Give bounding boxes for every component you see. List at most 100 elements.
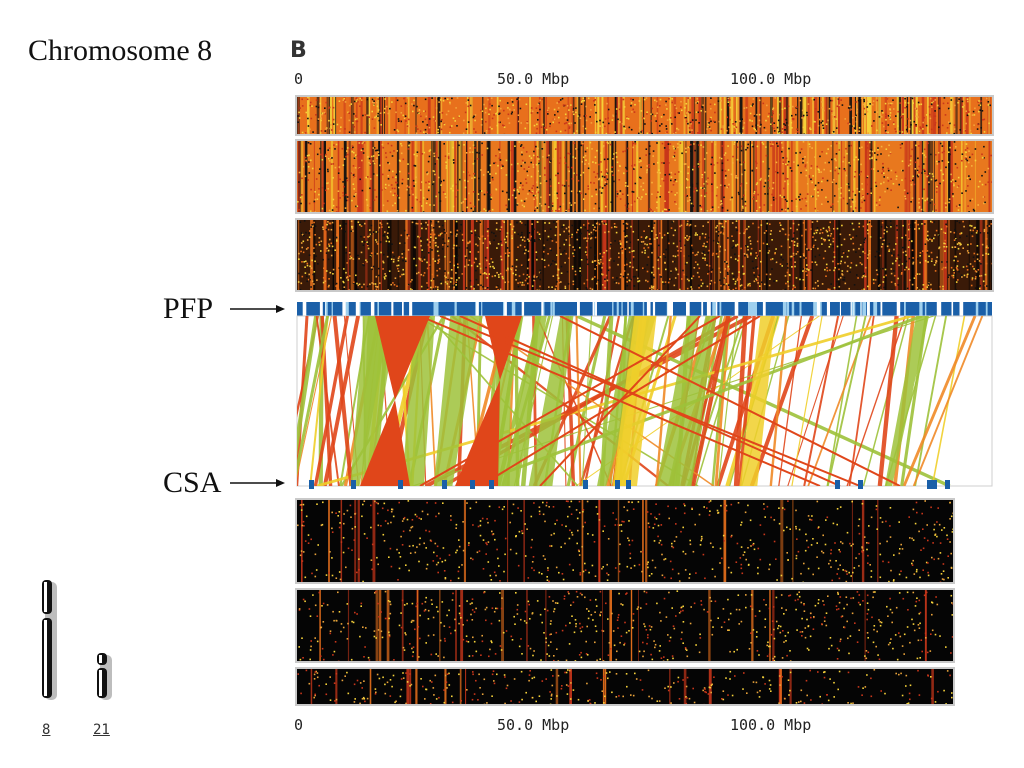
texture-mark xyxy=(933,115,936,117)
texture-mark xyxy=(732,162,734,164)
texture-mark xyxy=(915,161,917,164)
texture-mark xyxy=(970,243,972,245)
texture-mark xyxy=(821,203,823,205)
texture-mark xyxy=(971,165,973,167)
texture-mark xyxy=(521,159,524,162)
texture-mark xyxy=(352,282,355,284)
chromosome-title: Chromosome 8 xyxy=(28,34,213,67)
texture-mark xyxy=(321,187,324,189)
texture-mark xyxy=(739,141,742,212)
texture-mark xyxy=(596,282,598,285)
texture-mark xyxy=(504,316,547,486)
texture-mark xyxy=(784,129,786,131)
texture-mark xyxy=(611,141,614,212)
texture-mark xyxy=(372,160,375,162)
texture-mark xyxy=(427,252,430,254)
texture-mark xyxy=(307,141,310,144)
texture-mark xyxy=(623,270,626,272)
texture-mark xyxy=(630,278,632,281)
texture-mark xyxy=(433,155,436,157)
texture-mark xyxy=(510,268,513,271)
texture-mark xyxy=(917,157,919,160)
texture-mark xyxy=(298,171,301,174)
texture-mark xyxy=(866,175,869,178)
texture-mark xyxy=(677,112,679,114)
texture-mark xyxy=(632,266,634,269)
texture-mark xyxy=(917,258,919,260)
texture-mark xyxy=(393,255,395,258)
texture-mark xyxy=(656,196,658,199)
texture-mark xyxy=(869,154,871,156)
texture-mark xyxy=(880,153,882,155)
texture-mark xyxy=(340,277,342,279)
texture-mark xyxy=(659,185,662,187)
texture-mark xyxy=(407,186,410,188)
texture-mark xyxy=(736,279,739,281)
texture-mark xyxy=(745,97,747,134)
texture-mark xyxy=(521,281,524,284)
texture-mark xyxy=(803,254,805,257)
texture-mark xyxy=(783,123,785,125)
texture-mark xyxy=(337,515,339,517)
texture-mark xyxy=(755,278,757,280)
texture-mark xyxy=(395,111,397,114)
texture-mark xyxy=(489,103,491,105)
texture-mark xyxy=(596,264,598,266)
texture-mark xyxy=(584,163,586,165)
texture-mark xyxy=(705,141,707,212)
texture-mark xyxy=(435,244,437,247)
texture-mark xyxy=(568,208,571,211)
texture-mark xyxy=(455,183,457,186)
texture-mark xyxy=(515,265,518,268)
texture-mark xyxy=(433,302,437,316)
texture-mark xyxy=(325,252,328,254)
texture-mark xyxy=(718,120,721,123)
texture-mark xyxy=(781,146,784,149)
texture-mark xyxy=(441,248,444,250)
texture-mark xyxy=(504,252,507,255)
texture-mark xyxy=(712,211,714,212)
texture-mark xyxy=(971,235,974,238)
texture-mark xyxy=(711,141,713,143)
texture-mark xyxy=(503,133,506,134)
texture-mark xyxy=(693,97,696,134)
texture-mark xyxy=(450,269,453,271)
texture-mark xyxy=(862,103,865,106)
texture-mark xyxy=(503,221,505,223)
texture-mark xyxy=(802,126,805,129)
texture-mark xyxy=(834,267,836,269)
texture-mark xyxy=(351,145,354,147)
texture-mark xyxy=(369,233,372,236)
texture-mark xyxy=(618,103,620,105)
texture-mark xyxy=(843,276,846,279)
texture-mark xyxy=(858,127,861,129)
texture-mark xyxy=(539,285,541,288)
texture-mark xyxy=(355,100,358,103)
bottom-scale-50: 50.0 Mbp xyxy=(497,716,570,734)
texture-mark xyxy=(350,103,352,105)
texture-mark xyxy=(889,220,892,222)
texture-mark xyxy=(561,97,564,100)
texture-mark xyxy=(306,262,309,265)
texture-mark xyxy=(330,129,333,131)
texture-mark xyxy=(956,243,959,245)
texture-mark xyxy=(842,569,844,571)
texture-mark xyxy=(838,149,841,151)
texture-mark xyxy=(646,168,648,171)
texture-mark xyxy=(476,265,479,268)
texture-mark xyxy=(727,284,730,286)
texture-mark xyxy=(582,141,584,212)
texture-mark xyxy=(882,166,884,169)
texture-mark xyxy=(719,302,722,316)
texture-mark xyxy=(733,275,735,278)
texture-mark xyxy=(418,112,420,115)
texture-mark xyxy=(618,108,621,111)
texture-mark xyxy=(533,228,535,231)
texture-mark xyxy=(712,252,714,255)
texture-mark xyxy=(978,110,980,113)
texture-mark xyxy=(941,151,944,154)
texture-mark xyxy=(368,116,370,118)
texture-mark xyxy=(739,120,741,122)
texture-mark xyxy=(490,258,493,260)
texture-mark xyxy=(935,209,937,211)
